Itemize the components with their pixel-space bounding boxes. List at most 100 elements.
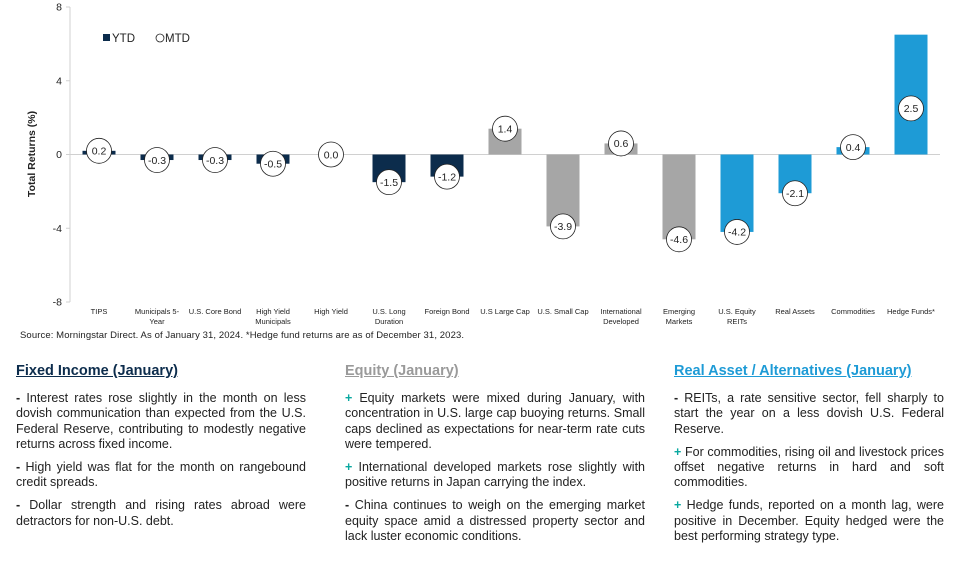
x-category-label: Year bbox=[149, 317, 165, 326]
chart-bars bbox=[82, 34, 928, 240]
chart-data-labels: 0.2 -0.3 -0.3 -0.5 0.0 -1.5 -1.2 1.4 -3.9 0.6 -4.6… bbox=[86, 95, 924, 253]
minus-marker: - bbox=[16, 391, 21, 406]
x-category-label: Markets bbox=[666, 317, 693, 326]
plus-marker: + bbox=[345, 460, 353, 475]
mtd-value-label: -2.1 bbox=[786, 188, 804, 200]
mtd-value-label: -0.3 bbox=[148, 155, 166, 167]
mtd-value-label: 0.4 bbox=[846, 142, 861, 154]
y-tick-label: 0 bbox=[56, 149, 62, 161]
equity-title: Equity (January) bbox=[345, 363, 459, 379]
chart-legend: YTD MTD bbox=[103, 33, 190, 45]
ytd-bar bbox=[894, 34, 928, 155]
fixed-income-column: Fixed Income (January) - Interest rates … bbox=[16, 363, 306, 537]
y-tick-label: -8 bbox=[53, 297, 62, 309]
bullet-text: Hedge funds, reported on a month lag, we… bbox=[674, 498, 944, 543]
minus-marker: - bbox=[345, 498, 350, 513]
legend-ytd-swatch bbox=[103, 34, 110, 41]
fixed-income-bullet: - Dollar strength and rising rates abroa… bbox=[16, 498, 306, 528]
bullet-text: Equity markets were mixed during January… bbox=[345, 391, 645, 451]
ytd-bar bbox=[720, 154, 754, 232]
x-category-label: U.S. Equity bbox=[718, 307, 756, 316]
x-category-label: Hedge Funds* bbox=[887, 307, 935, 316]
y-tick-label: -4 bbox=[53, 223, 62, 235]
mtd-value-label: -0.3 bbox=[206, 155, 224, 167]
chart-category-labels: TIPS Municipals 5-Year U.S. Core Bond High … bbox=[91, 307, 935, 326]
mtd-value-label: -1.2 bbox=[438, 171, 456, 183]
plus-marker: + bbox=[345, 391, 353, 406]
x-category-label: Real Assets bbox=[775, 307, 815, 316]
mtd-marker bbox=[898, 95, 924, 122]
x-category-label: U.S. Small Cap bbox=[537, 307, 588, 316]
mtd-value-label: -0.5 bbox=[264, 159, 282, 171]
legend-mtd-marker bbox=[155, 33, 165, 43]
x-category-label: Municipals 5- bbox=[135, 307, 180, 316]
y-tick-label: 4 bbox=[56, 75, 62, 87]
equity-bullet: + International developed markets rose s… bbox=[345, 460, 645, 490]
x-category-label: High Yield bbox=[314, 307, 348, 316]
ytd-bar bbox=[662, 154, 696, 240]
mtd-value-label: -4.6 bbox=[670, 234, 688, 246]
mtd-marker bbox=[318, 141, 344, 168]
fixed-income-bullet: - Interest rates rose slightly in the mo… bbox=[16, 391, 306, 452]
real-assets-bullet: - REITs, a rate sensitive sector, fell s… bbox=[674, 391, 944, 437]
y-axis-title: Total Returns (%) bbox=[26, 111, 38, 197]
plus-marker: + bbox=[674, 498, 682, 513]
equity-bullet: + Equity markets were mixed during Janua… bbox=[345, 391, 645, 452]
mtd-value-label: 0.0 bbox=[324, 149, 339, 161]
x-category-label: REITs bbox=[727, 317, 747, 326]
mtd-marker bbox=[782, 180, 808, 207]
mtd-value-label: 2.5 bbox=[904, 103, 919, 115]
equity-column: Equity (January) + Equity markets were m… bbox=[345, 363, 645, 552]
equity-bullet: - China continues to weigh on the emergi… bbox=[345, 498, 645, 544]
x-category-label: TIPS bbox=[91, 307, 108, 316]
bullet-text: International developed markets rose sli… bbox=[345, 460, 645, 490]
x-category-label: Developed bbox=[603, 317, 639, 326]
fixed-income-title: Fixed Income (January) bbox=[16, 363, 178, 379]
mtd-value-label: 0.2 bbox=[92, 146, 107, 158]
x-category-label: Commodities bbox=[831, 307, 875, 316]
source-note: Source: Morningstar Direct. As of Januar… bbox=[20, 330, 465, 341]
mtd-marker bbox=[608, 130, 634, 157]
x-category-label: Emerging bbox=[663, 307, 695, 316]
legend-mtd-label: MTD bbox=[165, 33, 190, 45]
minus-marker: - bbox=[16, 498, 21, 513]
mtd-value-label: -4.2 bbox=[728, 227, 746, 239]
mtd-value-label: -1.5 bbox=[380, 177, 398, 189]
minus-marker: - bbox=[16, 460, 21, 475]
minus-marker: - bbox=[674, 391, 679, 406]
x-category-label: International bbox=[600, 307, 642, 316]
plus-marker: + bbox=[674, 444, 682, 459]
legend-ytd-label: YTD bbox=[112, 33, 135, 45]
mtd-value-label: 1.4 bbox=[498, 123, 513, 135]
real-assets-bullet: + For commodities, rising oil and livest… bbox=[674, 445, 944, 491]
y-tick-label: 8 bbox=[56, 2, 62, 14]
returns-bar-chart: -8 -4 0 4 8 0.2 -0.3 -0.3 -0.5 0.0 -1.5 -1.2 1.4 -3.… bbox=[26, 2, 940, 326]
bullet-text: High yield was flat for the month on ran… bbox=[16, 460, 306, 490]
fixed-income-bullet: - High yield was flat for the month on r… bbox=[16, 460, 306, 490]
real-assets-title: Real Asset / Alternatives (January) bbox=[674, 363, 912, 379]
mtd-marker bbox=[86, 137, 112, 164]
mtd-marker bbox=[144, 147, 170, 173]
mtd-value-label: 0.6 bbox=[614, 138, 629, 150]
bullet-text: REITs, a rate sensitive sector, fell sha… bbox=[674, 391, 944, 436]
mtd-marker bbox=[434, 163, 460, 190]
mtd-marker bbox=[840, 134, 866, 161]
mtd-marker bbox=[550, 213, 576, 240]
x-category-label: Foreign Bond bbox=[424, 307, 469, 316]
x-category-label: Duration bbox=[375, 317, 403, 326]
mtd-marker bbox=[492, 115, 518, 142]
bullet-text: For commodities, rising oil and livestoc… bbox=[674, 444, 944, 490]
real-assets-bullet: + Hedge funds, reported on a month lag, … bbox=[674, 498, 944, 544]
mtd-marker bbox=[376, 169, 402, 196]
mtd-marker bbox=[724, 219, 750, 245]
bullet-text: China continues to weigh on the emerging… bbox=[345, 498, 645, 543]
x-category-label: U.S. Long bbox=[372, 307, 405, 316]
mtd-marker bbox=[666, 226, 692, 253]
mtd-marker bbox=[260, 150, 286, 177]
bullet-text: Interest rates rose slightly in the mont… bbox=[16, 391, 307, 451]
bullet-text: Dollar strength and rising rates abroad … bbox=[16, 498, 306, 528]
x-category-label: U.S Large Cap bbox=[480, 307, 530, 316]
mtd-value-label: -3.9 bbox=[554, 221, 572, 233]
mtd-marker bbox=[202, 147, 228, 173]
x-category-label: U.S. Core Bond bbox=[189, 307, 242, 316]
